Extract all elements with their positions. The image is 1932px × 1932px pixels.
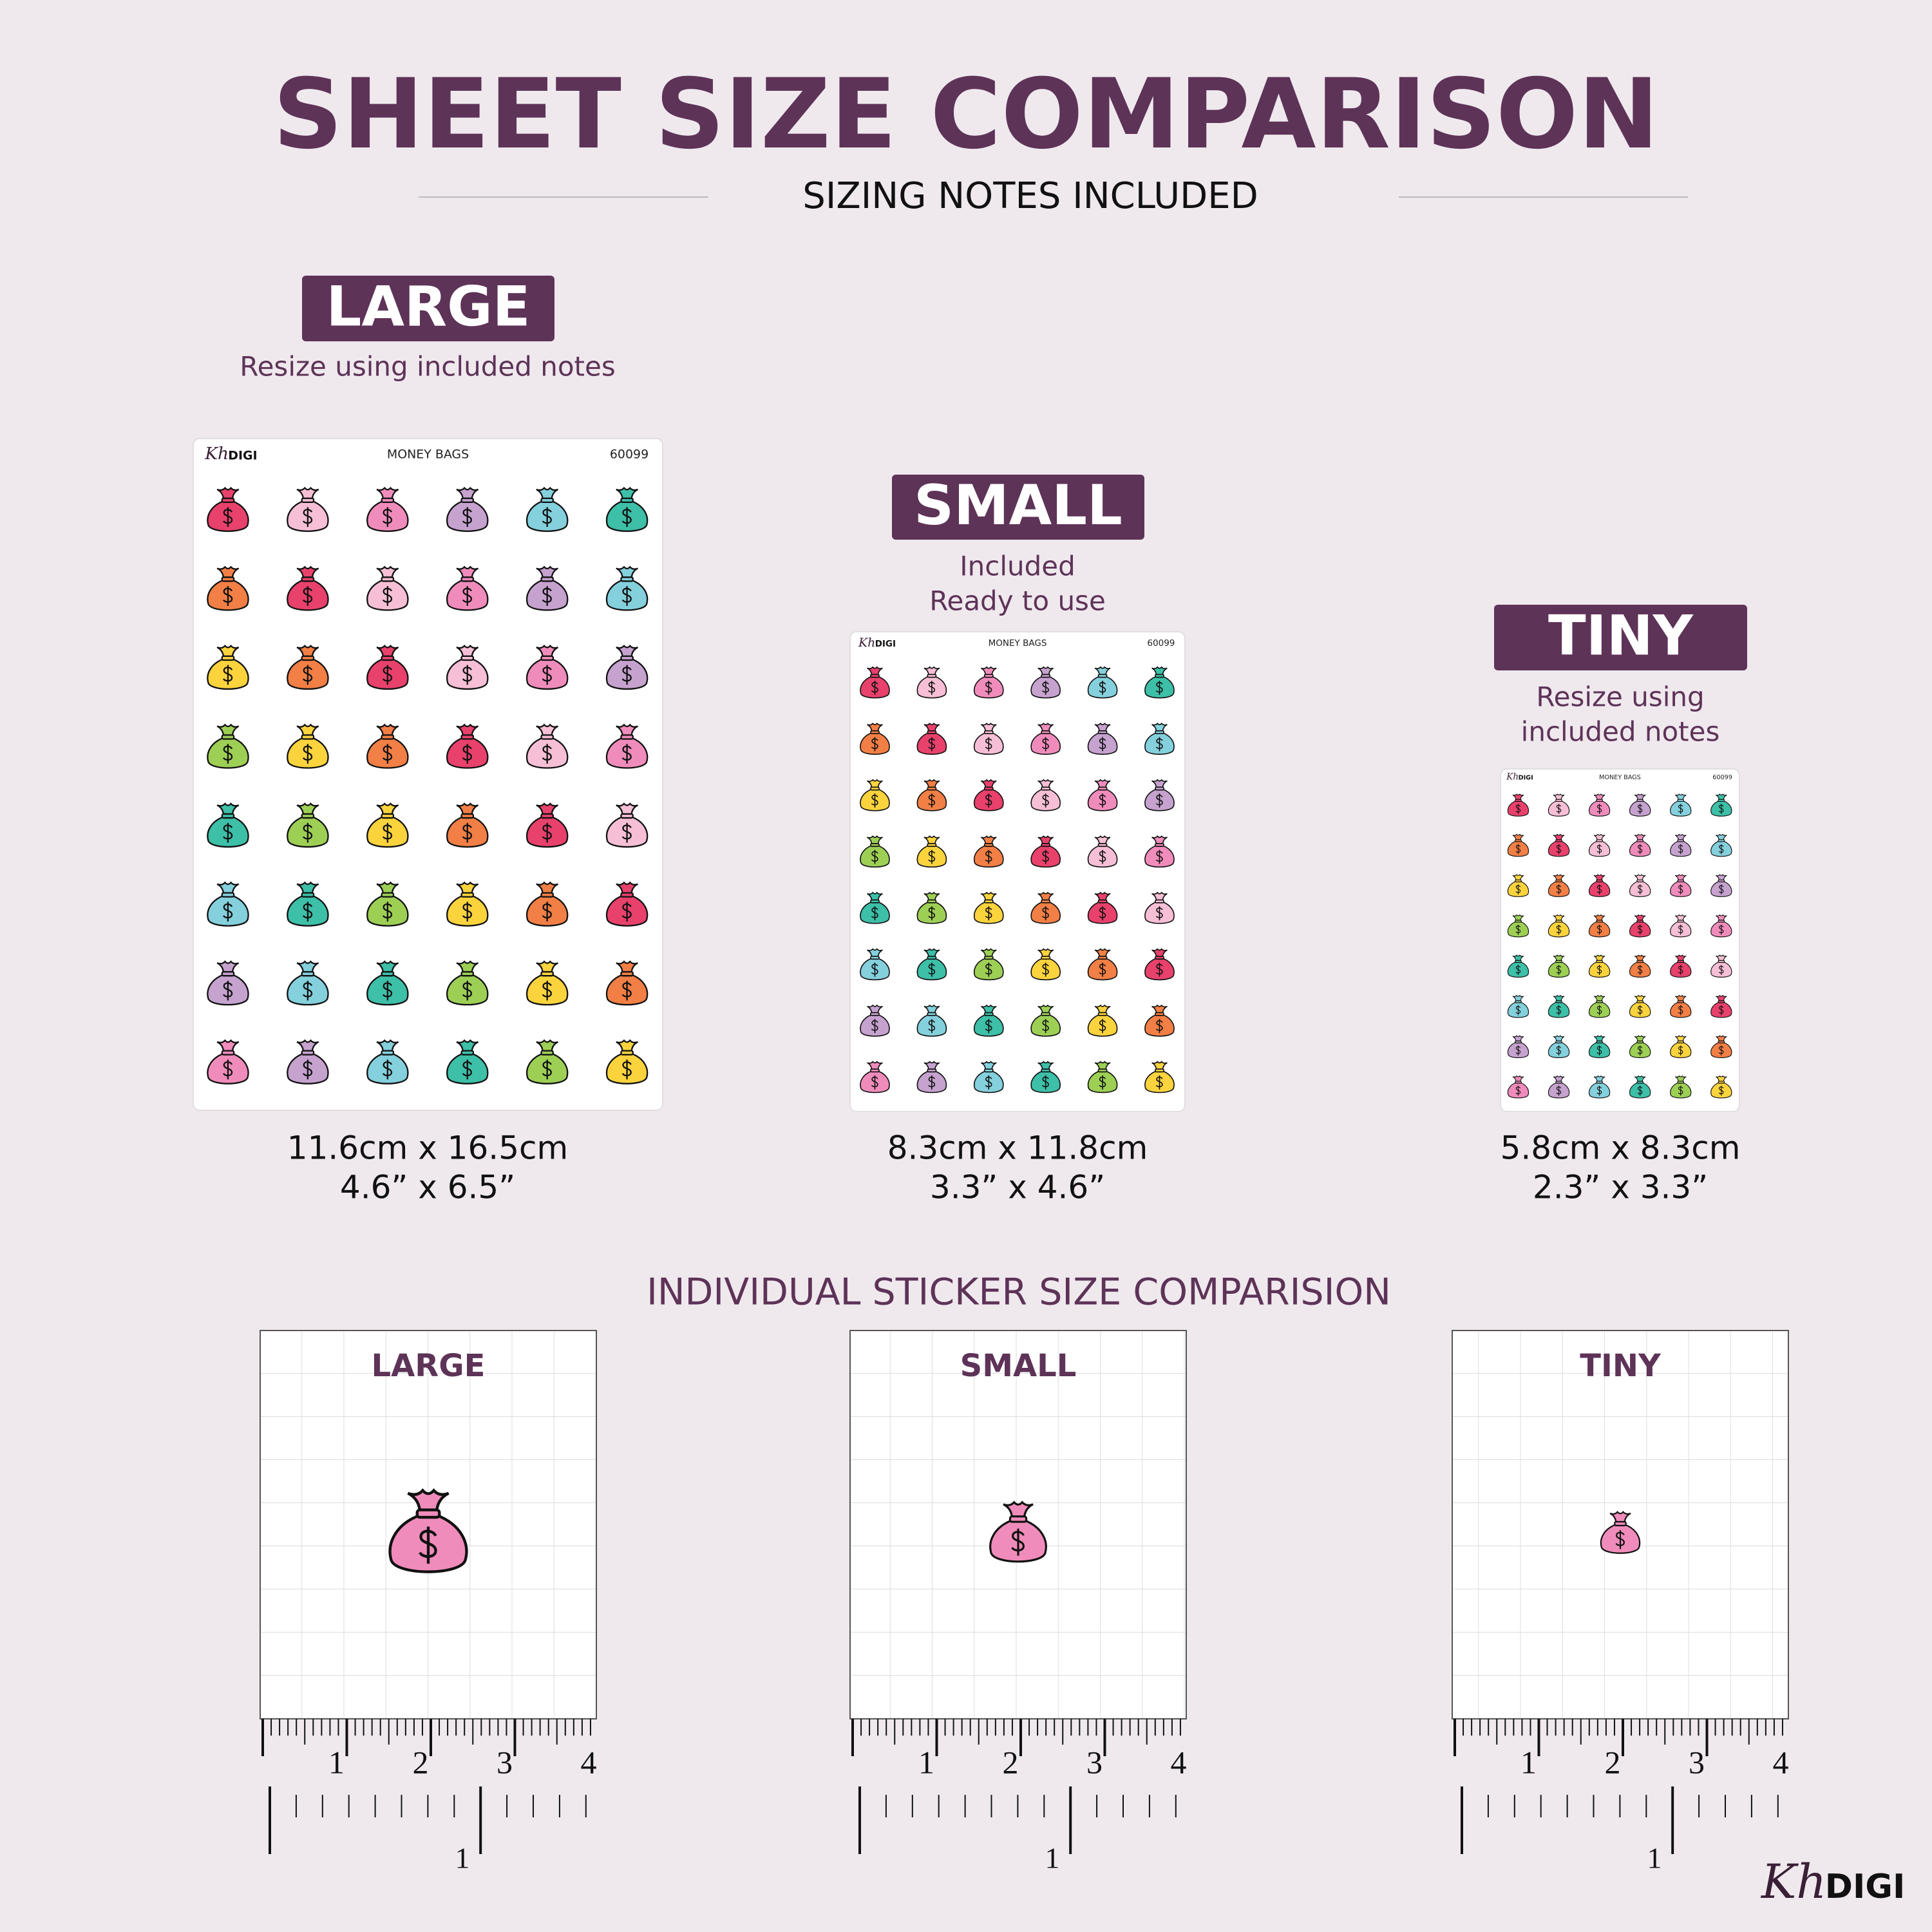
sheet-code: 60099 (1712, 774, 1732, 781)
dimension: 3.3” x 4.6” (930, 1169, 1105, 1206)
logo-text: DIGI (228, 448, 257, 462)
sticker-sheet: Kh DIGI MONEY BAGS 60099 (193, 438, 663, 1111)
ruler-number: 4 (1171, 1744, 1187, 1780)
title: SHEET SIZE COMPARISON (273, 59, 1659, 171)
size-panel: LARGE 1 2 3 4 1 (260, 1330, 597, 1875)
panel-label: SMALL (960, 1348, 1077, 1384)
dimension: 2.3” x 3.3” (1533, 1169, 1708, 1206)
ruler-number: 3 (497, 1744, 513, 1780)
ruler-number: 2 (1003, 1744, 1019, 1780)
section-title: INDIVIDUAL STICKER SIZE COMPARISION (647, 1271, 1391, 1314)
ruler-number: 4 (1773, 1744, 1789, 1780)
ruler-number: 3 (1689, 1744, 1705, 1780)
logo-text: DIGI (875, 639, 896, 649)
sheet-code: 60099 (610, 448, 649, 462)
logo-text: DIGI (1519, 775, 1533, 782)
dimension: 4.6” x 6.5” (340, 1169, 515, 1206)
logo-mark: Kh (1506, 772, 1519, 782)
logo-mark: Kh (858, 636, 875, 650)
size-note: Ready to use (929, 585, 1106, 617)
size-label: SMALL (914, 473, 1122, 538)
logo-text: DIGI (1825, 1868, 1906, 1906)
logo-mark: Kh (204, 444, 229, 464)
sheet-title: MONEY BAGS (989, 638, 1047, 649)
size-panel: TINY 1 2 3 4 1 (1452, 1330, 1789, 1875)
size-note: Included (960, 551, 1075, 582)
ruler-number: 1 (1045, 1842, 1060, 1875)
panel-label: TINY (1580, 1348, 1662, 1384)
subtitle: SIZING NOTES INCLUDED (802, 175, 1258, 217)
ruler-number: 2 (413, 1744, 429, 1780)
sheet-paper (1500, 768, 1740, 1112)
label-box (1494, 605, 1747, 670)
size-panel: SMALL 1 2 3 4 1 (849, 1330, 1187, 1875)
logo-mark: Kh (1760, 1855, 1826, 1909)
ruler-number: 1 (328, 1744, 345, 1780)
ruler-number: 4 (581, 1744, 597, 1780)
sheet-title: MONEY BAGS (1599, 774, 1641, 781)
size-note: Resize using (1536, 681, 1704, 713)
sticker-sheet: Kh DIGI MONEY BAGS 60099 (849, 631, 1186, 1112)
ruler-number: 1 (1520, 1744, 1537, 1780)
ruler-number: 1 (918, 1744, 934, 1780)
size-label: LARGE (327, 274, 531, 339)
size-note: Resize using included notes (240, 351, 615, 383)
dimension: 5.8cm x 8.3cm (1501, 1130, 1741, 1167)
sheet-title: MONEY BAGS (387, 448, 469, 462)
sheet-paper (849, 631, 1186, 1112)
size-label: TINY (1548, 603, 1694, 668)
dimension: 8.3cm x 11.8cm (887, 1130, 1148, 1167)
ruler-number: 1 (1647, 1842, 1662, 1875)
label-box (892, 475, 1144, 540)
panel-label: LARGE (372, 1348, 486, 1384)
ruler-number: 3 (1086, 1744, 1103, 1780)
sheet-paper (193, 438, 663, 1111)
size-note: included notes (1521, 716, 1720, 748)
ruler-number: 1 (455, 1842, 470, 1875)
ruler-number: 2 (1605, 1744, 1621, 1780)
sheet-code: 60099 (1147, 638, 1175, 649)
label-box (302, 276, 554, 341)
sticker-sheet: Kh DIGI MONEY BAGS 60099 (1500, 768, 1740, 1112)
dimension: 11.6cm x 16.5cm (287, 1130, 568, 1167)
